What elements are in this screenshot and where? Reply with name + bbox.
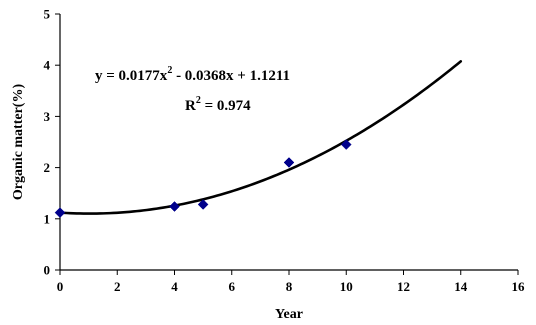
- r-squared: R2 = 0.974: [185, 95, 251, 114]
- x-tick-label: 8: [286, 279, 293, 294]
- data-point: [283, 157, 295, 168]
- y-tick-label: 0: [44, 263, 51, 278]
- data-points: [54, 139, 352, 219]
- x-tick-label: 6: [229, 279, 236, 294]
- trendline-curve: [58, 60, 463, 215]
- x-tick-label: 0: [57, 279, 64, 294]
- data-point: [169, 201, 180, 212]
- data-point: [54, 207, 66, 219]
- y-tick-label: 4: [44, 58, 51, 73]
- x-axis: 0 2 4 6 8 10 12 14 16: [57, 269, 526, 294]
- trendline: [58, 60, 463, 215]
- x-axis-label: Year: [275, 307, 303, 322]
- x-tick-label: 16: [512, 279, 526, 294]
- data-point: [197, 199, 209, 210]
- y-tick-label: 2: [44, 160, 51, 175]
- y-tick-label: 5: [44, 7, 51, 22]
- x-tick-label: 10: [340, 279, 353, 294]
- x-tick-label: 4: [171, 279, 178, 294]
- trend-equation: y = 0.0177x2 - 0.0368x + 1.1211: [95, 65, 290, 84]
- data-point: [340, 139, 352, 150]
- y-axis-label: Organic matter(%): [11, 84, 26, 201]
- x-tick-label: 2: [114, 279, 121, 294]
- x-tick-label: 14: [454, 279, 468, 294]
- y-tick-label: 1: [44, 211, 51, 226]
- x-tick-label: 12: [397, 279, 410, 294]
- y-axis: 0 1 2 3 4 5: [44, 7, 61, 278]
- y-tick-label: 3: [44, 109, 51, 124]
